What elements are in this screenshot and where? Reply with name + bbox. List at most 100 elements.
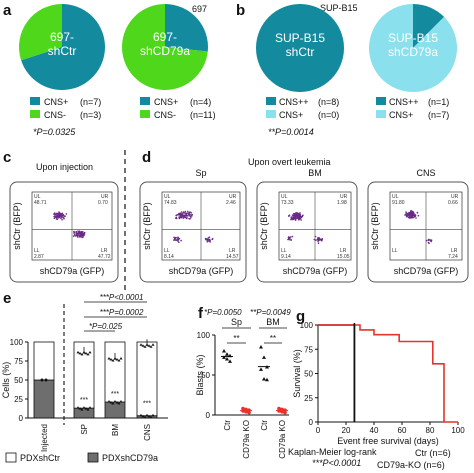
legend-swatch-cns-pp xyxy=(376,97,386,105)
flow-event xyxy=(300,219,303,221)
data-point xyxy=(115,401,119,404)
quadrant-ur-value: 0.70 xyxy=(98,200,108,206)
flow-event xyxy=(408,215,411,218)
group-title: Sp xyxy=(231,317,242,327)
flow-event xyxy=(302,214,304,217)
flow-event xyxy=(408,213,411,215)
legend-count: (n=0) xyxy=(318,110,339,120)
x-tick-label: 40 xyxy=(370,426,379,435)
quadrant-ur-value: 1.98 xyxy=(337,200,347,206)
flow-event xyxy=(404,213,407,215)
flow-ylabel: shCtr (BFP) xyxy=(370,202,380,250)
flow-event xyxy=(292,216,295,219)
x-tick-label: Ctr xyxy=(260,420,269,431)
data-point xyxy=(225,352,229,356)
flow-event xyxy=(63,217,65,219)
data-point xyxy=(111,358,115,362)
pie-title: shCD79a xyxy=(140,44,190,58)
flow-event xyxy=(291,235,294,238)
data-point xyxy=(143,345,147,348)
flow-event xyxy=(292,218,295,221)
sig-bracket-label: ***P<0.0001 xyxy=(100,293,144,302)
y-tick-label: 50 xyxy=(304,370,313,379)
flow-event xyxy=(183,216,186,218)
data-point xyxy=(86,408,90,411)
flow-event xyxy=(186,217,188,219)
legend-label: CNS++ xyxy=(279,97,309,107)
flow-event xyxy=(76,235,79,238)
panel-f-pvalue: **P=0.0049 xyxy=(250,308,291,317)
flow-event xyxy=(61,215,63,218)
sig-bracket-label: ***P=0.0002 xyxy=(100,308,144,317)
legend-count: (n=8) xyxy=(318,97,339,107)
flow-xlabel: shCD79a (GFP) xyxy=(169,266,234,276)
flow-xlabel: shCD79a (GFP) xyxy=(394,266,459,276)
flow-event xyxy=(296,216,299,218)
flow-event xyxy=(407,214,409,216)
panel-label-g: g xyxy=(296,308,305,325)
flow-event xyxy=(182,211,185,214)
data-point xyxy=(80,408,84,411)
data-point xyxy=(139,413,143,417)
data-point xyxy=(111,402,115,405)
data-point xyxy=(145,413,149,417)
flow-event xyxy=(427,239,430,242)
flow-event xyxy=(297,212,300,215)
quadrant-ll-label: LL xyxy=(392,248,398,254)
legend-label: CNS+ xyxy=(154,97,178,107)
sig-label: ** xyxy=(270,334,276,343)
quadrant-ur-label: UR xyxy=(340,194,348,200)
pie-title: shCD79a xyxy=(388,45,438,59)
panel-a-pvalue: *P=0.0325 xyxy=(33,127,76,137)
data-point xyxy=(222,355,226,359)
flow-event xyxy=(185,212,188,215)
flow-event xyxy=(406,213,408,215)
data-point xyxy=(44,378,48,382)
pie-697-shcd79a: 697-shCD79a xyxy=(121,4,208,90)
survival-curve xyxy=(318,324,356,422)
x-tick-label: SP xyxy=(80,424,89,435)
flow-event xyxy=(180,211,183,213)
quadrant-ll-value: 8.14 xyxy=(164,254,174,260)
panel-d-title: Upon overt leukemia xyxy=(248,157,331,167)
flow-event xyxy=(184,216,187,219)
legend-label: CNS+ xyxy=(44,97,68,107)
flow-title: CNS xyxy=(416,168,435,178)
bar-chart-cells: 0 25 50 75 100 Cells (%) Injected *** SP *** BM ***… xyxy=(1,293,168,452)
pie-slice xyxy=(256,4,344,92)
quadrant-ur-label: UR xyxy=(101,194,109,200)
quadrant-ll-label: LL xyxy=(164,248,170,254)
data-point xyxy=(259,367,263,371)
flow-event xyxy=(56,212,58,215)
flow-ylabel: shCtr (BFP) xyxy=(12,202,22,250)
flow-event xyxy=(56,216,58,219)
legend-swatch-pdxshctr xyxy=(5,452,17,463)
flow-event xyxy=(54,215,56,217)
flow-event xyxy=(82,231,84,233)
flow-event xyxy=(79,233,82,236)
flow-event xyxy=(181,214,183,216)
quadrant-ll-value: 9.14 xyxy=(281,254,291,260)
flow-event xyxy=(313,238,316,241)
flow-event xyxy=(187,212,190,215)
flow-frame xyxy=(367,181,469,283)
bar-pdxshcd79a xyxy=(33,379,55,419)
x-tick-label: 20 xyxy=(342,426,351,435)
flow-event xyxy=(190,217,192,219)
flow-event xyxy=(297,214,299,217)
quadrant-lr-label: LR xyxy=(101,248,108,254)
data-point xyxy=(40,378,44,382)
flow-event xyxy=(318,238,321,241)
legend-count: (n=7) xyxy=(80,97,101,107)
x-tick-label: 80 xyxy=(426,426,435,435)
flow-event xyxy=(409,214,411,217)
flow-frame xyxy=(9,181,119,283)
flow-event xyxy=(208,238,211,241)
legend-swatch-cns-neg xyxy=(30,110,40,118)
y-tick-label: 75 xyxy=(14,357,23,366)
quadrant-ul-value: 74.83 xyxy=(164,200,177,206)
data-point xyxy=(109,357,113,361)
legend-count: (n=7) xyxy=(428,110,449,120)
